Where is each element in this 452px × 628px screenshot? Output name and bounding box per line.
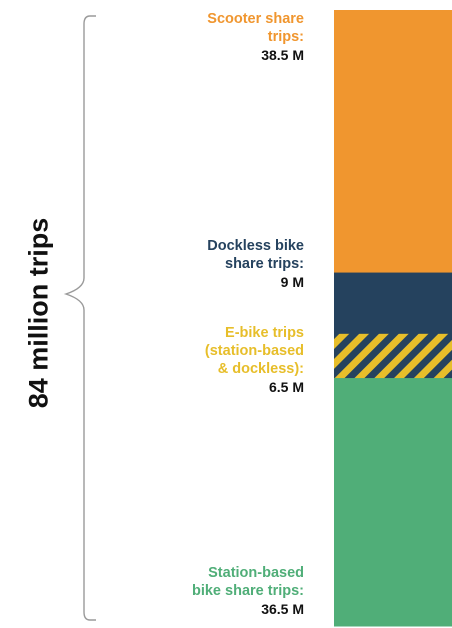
scooter-share-name-line1: Scooter share xyxy=(207,11,304,27)
dockless-bike-value: 9 M xyxy=(280,274,304,290)
ebike-name-line2: (station-based xyxy=(204,343,304,359)
ebike-name-line1: E-bike trips xyxy=(225,325,304,341)
dockless-bike-name-line1: Dockless bike xyxy=(207,238,304,254)
bar-segment-2 xyxy=(334,272,452,334)
scooter-share-value: 38.5 M xyxy=(261,47,304,63)
bar-segment-1 xyxy=(334,333,452,379)
ebike-label: E-bike trips (station-based & dockless):… xyxy=(205,324,304,396)
station-based-value: 36.5 M xyxy=(261,601,304,617)
bar-segment-3 xyxy=(334,10,452,273)
dockless-bike-name-line2: share trips: xyxy=(225,256,304,272)
bar-segment-0 xyxy=(334,377,452,627)
dockless-bike-label: Dockless bike share trips: 9 M xyxy=(207,237,304,291)
total-brace xyxy=(63,15,96,621)
station-based-name-line2: bike share trips: xyxy=(191,583,304,599)
station-based-name-line1: Station-based xyxy=(208,565,304,581)
station-based-label: Station-based bike share trips: 36.5 M xyxy=(192,564,304,618)
scooter-share-label: Scooter share trips: 38.5 M xyxy=(207,10,304,64)
scooter-share-name-line2: trips: xyxy=(267,29,304,45)
ebike-value: 6.5 M xyxy=(268,379,304,395)
ebike-name-line3: & dockless): xyxy=(217,361,304,377)
total-trips-label: 84 million trips xyxy=(23,217,54,409)
